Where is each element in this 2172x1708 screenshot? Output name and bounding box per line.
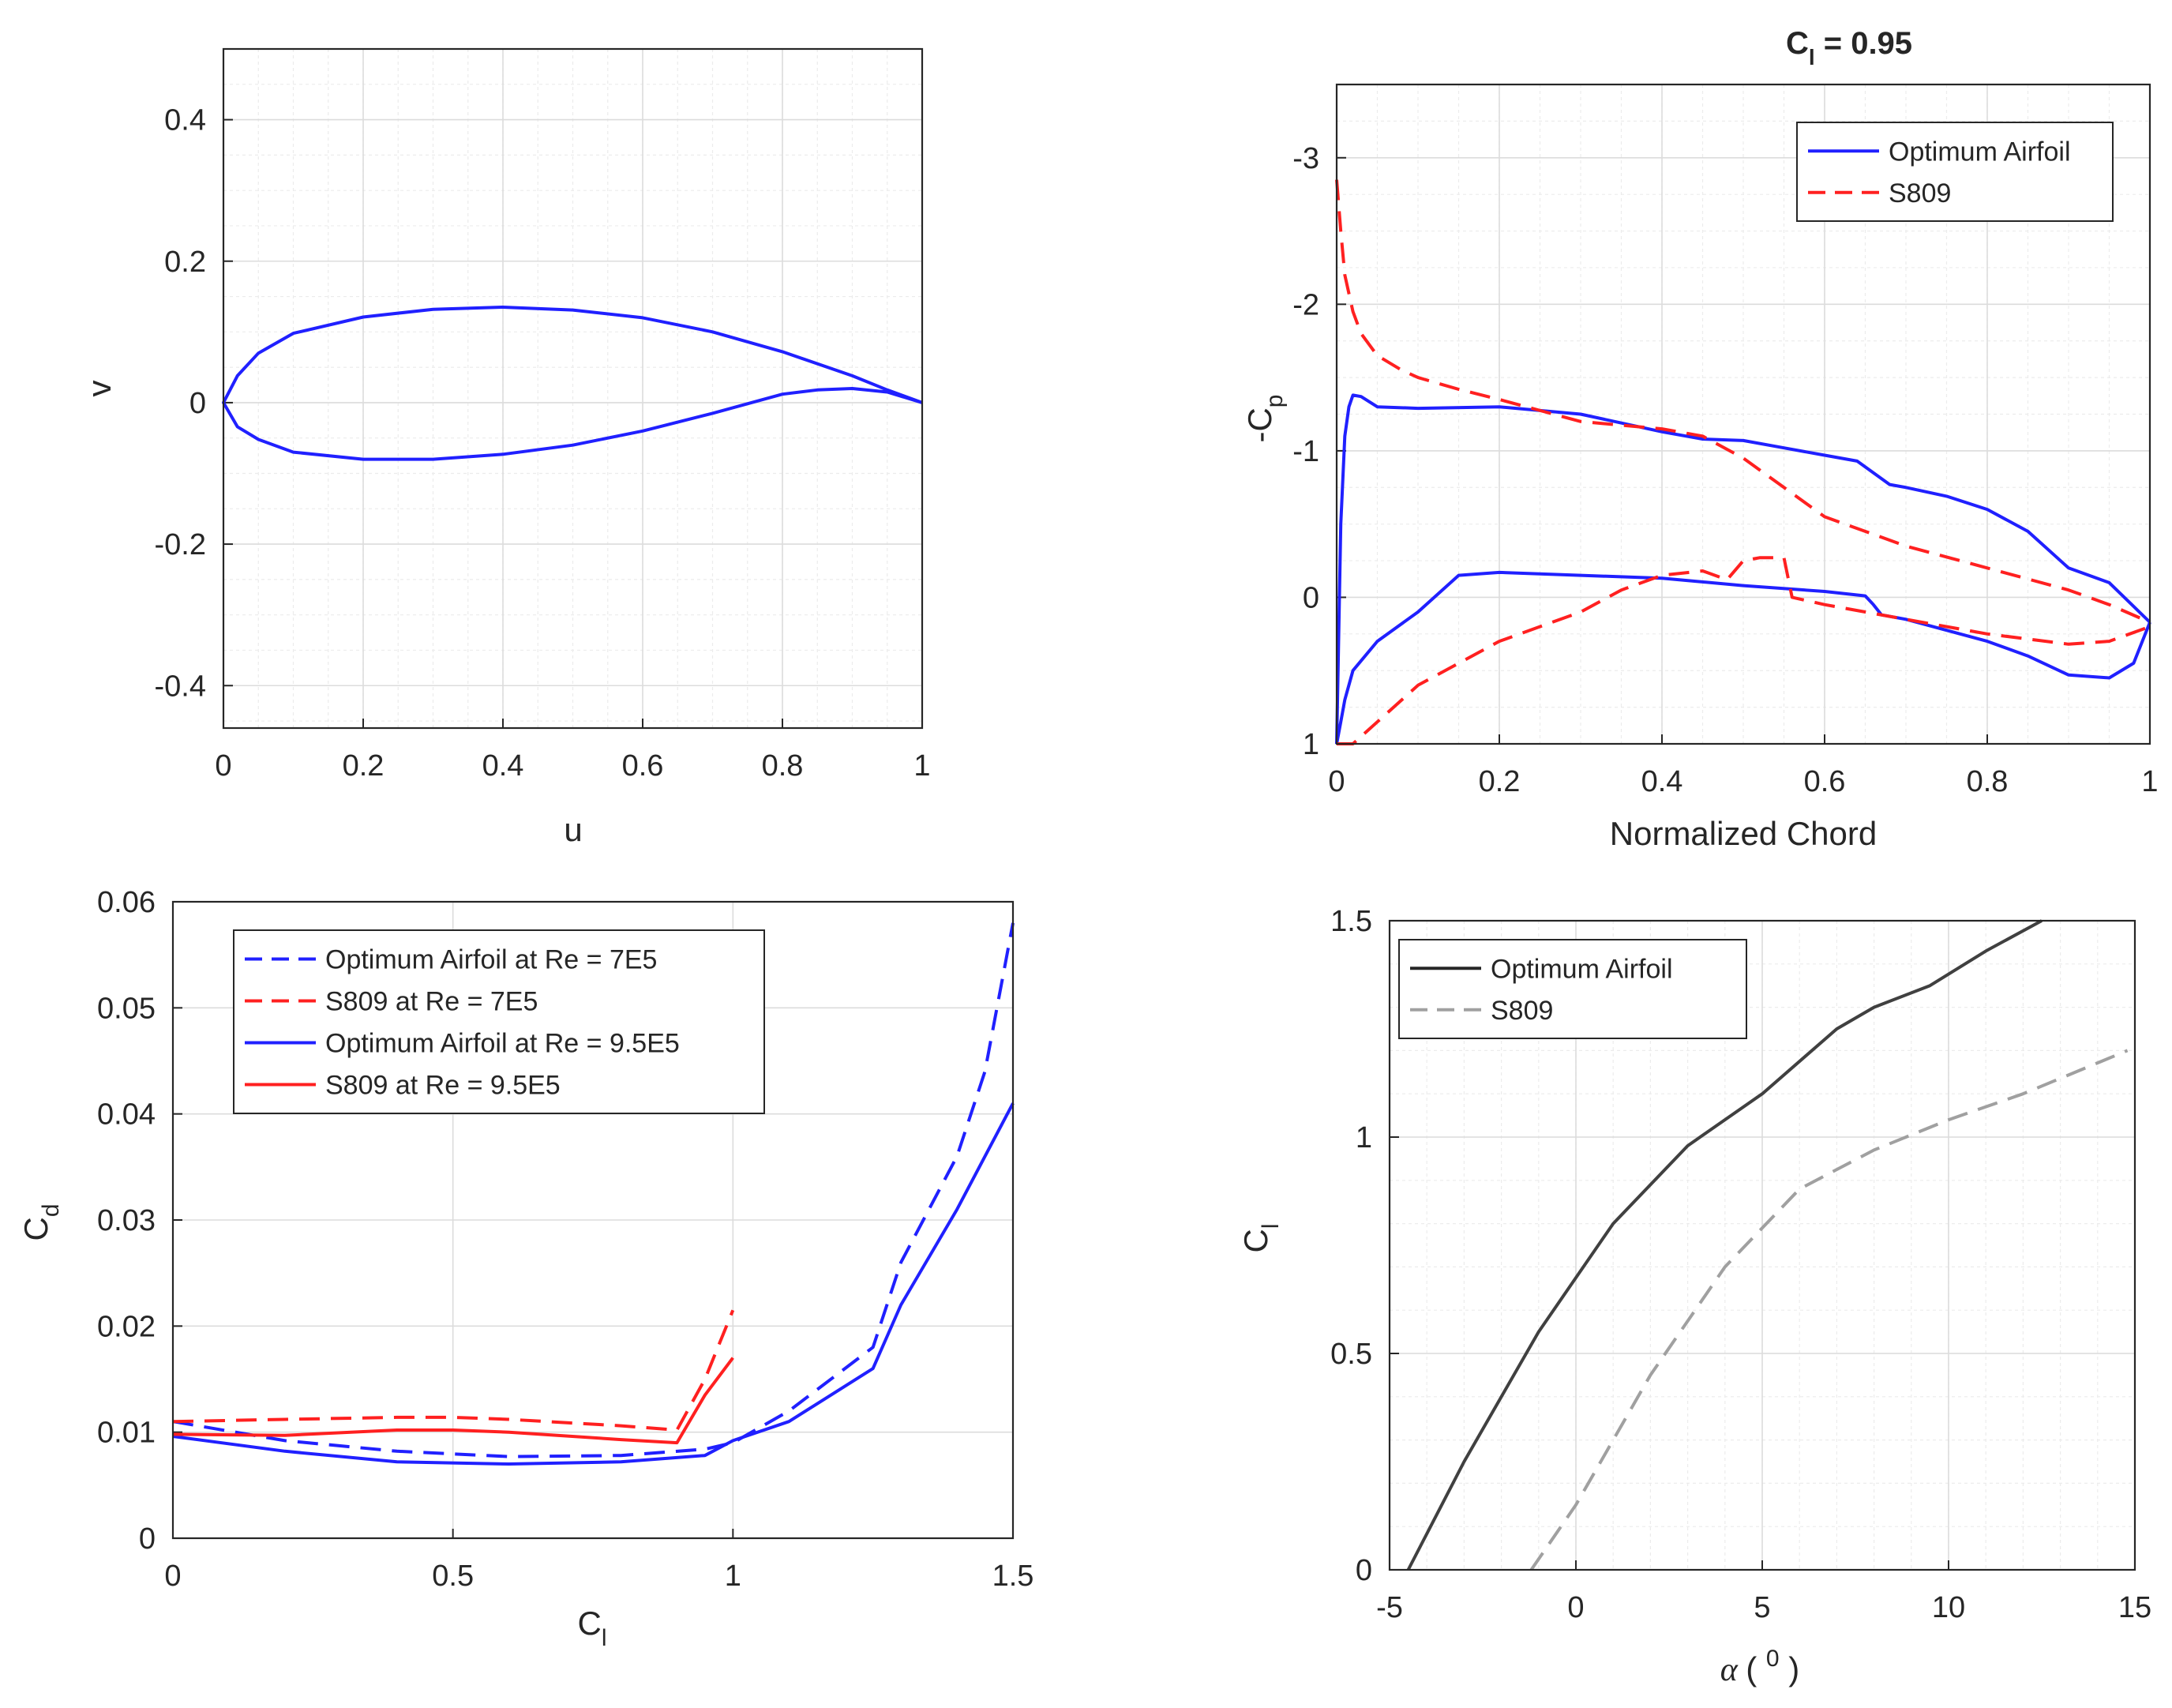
- y-tick-label: -1: [1292, 435, 1319, 468]
- y-tick-label: 0: [189, 387, 206, 420]
- y-tick-label: 0.03: [97, 1204, 156, 1237]
- chart-title: Cl = 0.95: [1786, 26, 1912, 69]
- y-axis-label: Cl: [1237, 1223, 1284, 1252]
- series-line-s809: [1529, 1049, 2129, 1571]
- y-tick-label: -3: [1292, 142, 1319, 175]
- y-axis-label: Cd: [17, 1203, 64, 1241]
- x-tick-label: 0: [215, 749, 231, 783]
- legend-label: S809: [1491, 996, 1553, 1026]
- legend-label: Optimum Airfoil: [1491, 954, 1673, 984]
- y-tick-label: 1: [1303, 728, 1319, 761]
- x-axis-label: α ( 0 ): [1720, 1646, 1800, 1688]
- series-line-optimum-airfoil-pressure-side-: [1335, 570, 2151, 745]
- legend-box: [1796, 122, 2114, 222]
- x-tick-label: 0.2: [1479, 765, 1521, 798]
- legend: Optimum Airfoil S809: [1398, 939, 1747, 1039]
- plot-frame: [1335, 83, 2151, 745]
- series-line-optimum-airfoil-at-re-9-5e5: [172, 1102, 1015, 1466]
- legend: Optimum Airfoil at Re = 7E5 S809 at Re = …: [233, 929, 765, 1114]
- legend-label: S809 at Re = 7E5: [325, 987, 538, 1017]
- y-tick-label: 0: [139, 1522, 156, 1556]
- y-tick-label: 0.05: [97, 992, 156, 1025]
- x-tick-label: 0: [164, 1560, 181, 1593]
- y-axis-label: v: [81, 381, 118, 397]
- legend-label: Optimum Airfoil at Re = 9.5E5: [325, 1029, 680, 1059]
- y-tick-label: 0: [1303, 581, 1319, 614]
- y-tick-label: 0.02: [97, 1310, 156, 1343]
- y-tick-label: 0.5: [1330, 1338, 1372, 1371]
- x-tick-label: 0.8: [1967, 765, 2009, 798]
- y-tick-label: 1.5: [1330, 905, 1372, 938]
- y-tick-label: 0.01: [97, 1417, 156, 1450]
- x-axis-label: Normalized Chord: [1610, 815, 1877, 852]
- series-line-optimum-airfoil: [1406, 919, 2043, 1571]
- x-tick-label: 15: [2118, 1591, 2151, 1624]
- y-tick-label: 0: [1356, 1554, 1372, 1587]
- x-tick-label: 0.8: [762, 749, 804, 783]
- airfoil-shape-panel: 0 0.2 0.4 0.6 0.8 1 -0.4 -0.2 0 0.2 0.4 u v: [81, 47, 931, 848]
- y-tick-label: -0.4: [155, 670, 206, 703]
- series-line-optimum-airfoil: [1335, 393, 2151, 745]
- x-tick-label: 0: [1567, 1591, 1584, 1624]
- x-tick-label: 5: [1754, 1591, 1770, 1624]
- y-tick-label: -2: [1292, 288, 1319, 321]
- y-tick-label: 0.06: [97, 886, 156, 919]
- x-tick-label: 1.5: [992, 1560, 1034, 1593]
- x-tick-label: 1: [2141, 765, 2158, 798]
- y-axis-label: -Cp: [1241, 394, 1288, 442]
- x-tick-label: 10: [1932, 1591, 1965, 1624]
- legend-label: S809 at Re = 9.5E5: [325, 1071, 561, 1101]
- x-tick-label: 0.4: [482, 749, 524, 783]
- x-tick-label: 0.6: [1804, 765, 1846, 798]
- y-tick-label: 1: [1356, 1121, 1372, 1154]
- series-line-optimum-airfoil-at-re-7e5: [172, 922, 1015, 1458]
- y-tick-label: -0.2: [155, 528, 206, 561]
- x-axis-label: Cl: [577, 1605, 606, 1651]
- series-line-s809-at-re-9-5e5: [172, 1357, 734, 1445]
- legend-box: [233, 929, 765, 1114]
- series-line-s809: [1335, 179, 2151, 624]
- y-tick-label: 0.04: [97, 1098, 156, 1132]
- plot-frame: [222, 47, 924, 730]
- y-tick-label: 0.4: [164, 104, 206, 137]
- legend-box: [1398, 939, 1747, 1039]
- series-line-optimum-airfoil: [222, 306, 923, 461]
- plot-frame: [171, 900, 1015, 1540]
- plot-frame: [1388, 919, 2136, 1571]
- x-tick-label: 1: [913, 749, 930, 783]
- drag-polar-panel: 0 0.5 1 1.5 0 0.01 0.02 0.03 0.04 0.05 0.06 Cl Cd Opt…: [17, 886, 1033, 1651]
- legend: Optimum Airfoil S809: [1796, 122, 2114, 222]
- x-tick-label: 0: [1328, 765, 1345, 798]
- x-tick-label: 0.6: [622, 749, 664, 783]
- legend-label: Optimum Airfoil at Re = 7E5: [325, 945, 657, 975]
- x-tick-label: -5: [1376, 1591, 1403, 1624]
- x-tick-label: 0.5: [432, 1560, 474, 1593]
- x-tick-label: 0.4: [1641, 765, 1683, 798]
- y-tick-label: 0.2: [164, 246, 206, 279]
- series-line-s809-at-re-7e5: [172, 1309, 735, 1432]
- legend-label: Optimum Airfoil: [1889, 137, 2071, 167]
- x-tick-label: 1: [725, 1560, 741, 1593]
- legend-label: S809: [1889, 178, 1951, 208]
- series-line-s809-pressure-side-: [1337, 556, 2151, 745]
- x-tick-label: 0.2: [343, 749, 385, 783]
- x-axis-label: u: [564, 811, 582, 848]
